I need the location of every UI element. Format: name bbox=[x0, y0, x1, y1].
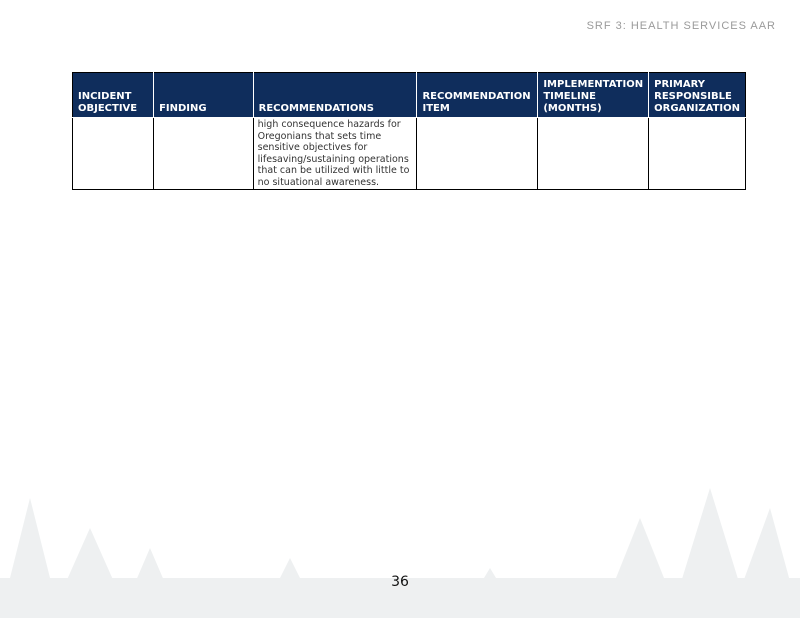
forest-background bbox=[0, 488, 800, 618]
cell bbox=[71, 117, 155, 190]
recommendations-table: INCIDENT OBJECTIVE FINDING RECOMMENDATIO… bbox=[71, 72, 746, 190]
cell bbox=[416, 117, 539, 190]
cell bbox=[648, 117, 746, 190]
col-recommendation-item: RECOMMENDATION ITEM bbox=[416, 72, 539, 118]
cell bbox=[537, 117, 650, 190]
col-incident-objective: INCIDENT OBJECTIVE bbox=[71, 72, 155, 118]
cell: high consequence hazards for Oregonians … bbox=[252, 117, 418, 190]
page-number: 36 bbox=[391, 574, 409, 590]
col-finding: FINDING bbox=[153, 72, 254, 118]
document-header: SRF 3: HEALTH SERVICES AAR bbox=[586, 20, 776, 32]
col-implementation-timeline: IMPLEMENTATION TIMELINE (MONTHS) bbox=[537, 72, 650, 118]
col-recommendations: RECOMMENDATIONS bbox=[252, 72, 418, 118]
cell bbox=[153, 117, 254, 190]
col-primary-organization: PRIMARY RESPONSIBLE ORGANIZATION bbox=[648, 72, 746, 118]
table-row: high consequence hazards for Oregonians … bbox=[71, 117, 746, 190]
